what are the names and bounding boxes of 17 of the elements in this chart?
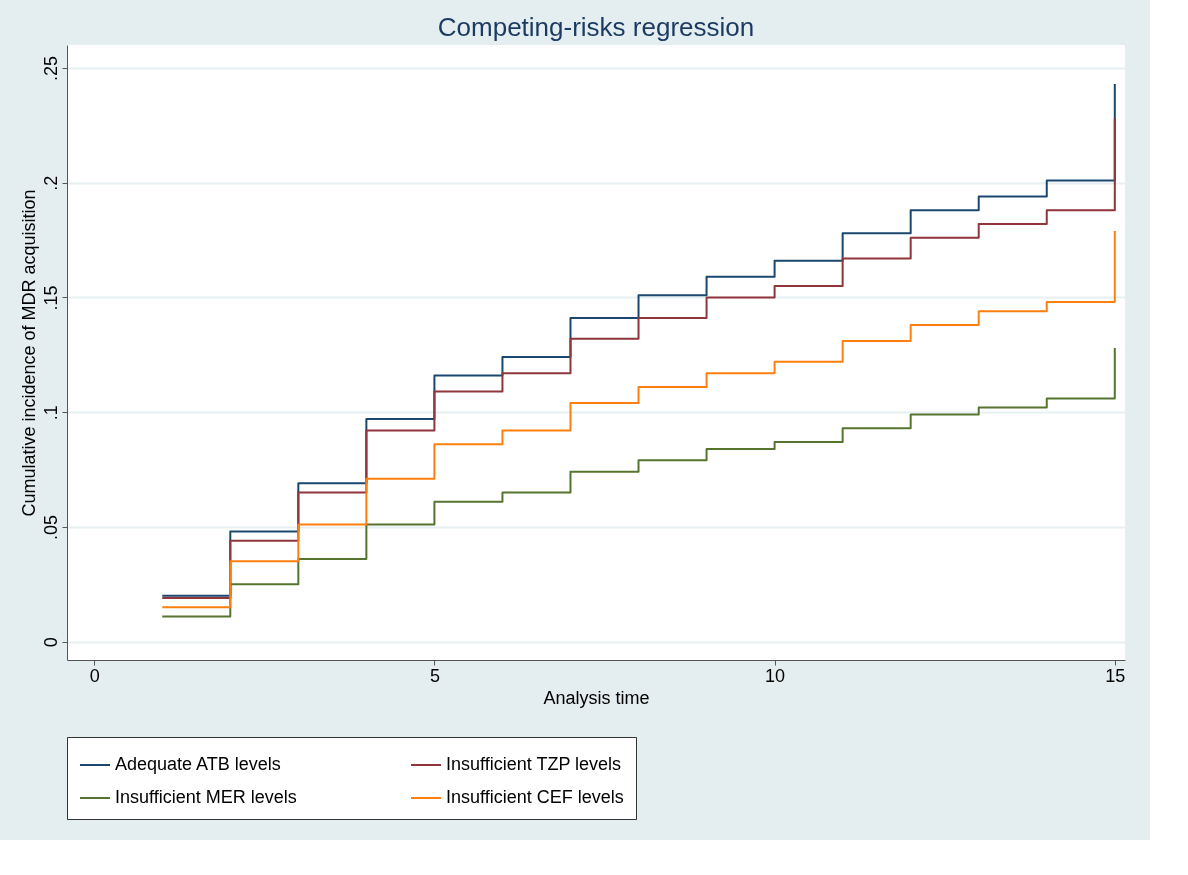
y-tick-label: .25	[40, 55, 61, 81]
legend-label: Adequate ATB levels	[115, 754, 281, 774]
legend-label: Insufficient MER levels	[115, 787, 297, 807]
x-tick-label: 15	[1105, 665, 1126, 686]
x-axis-title: Analysis time	[543, 687, 650, 708]
y-tick-label: .1	[40, 405, 61, 421]
x-tick-label: 10	[765, 665, 786, 686]
legend-label: Insufficient CEF levels	[446, 787, 624, 807]
y-tick-label: .05	[40, 514, 61, 540]
legend-label: Insufficient TZP levels	[446, 754, 622, 774]
y-tick-label: 0	[40, 637, 61, 648]
y-tick-label: .15	[40, 285, 61, 311]
chart-title: Competing-risks regression	[437, 12, 755, 42]
y-tick-label: .2	[40, 175, 61, 191]
x-tick-label: 0	[89, 665, 100, 686]
y-axis-title: Cumulative incidence of MDR acquisition	[18, 189, 39, 517]
x-tick-label: 5	[429, 665, 440, 686]
